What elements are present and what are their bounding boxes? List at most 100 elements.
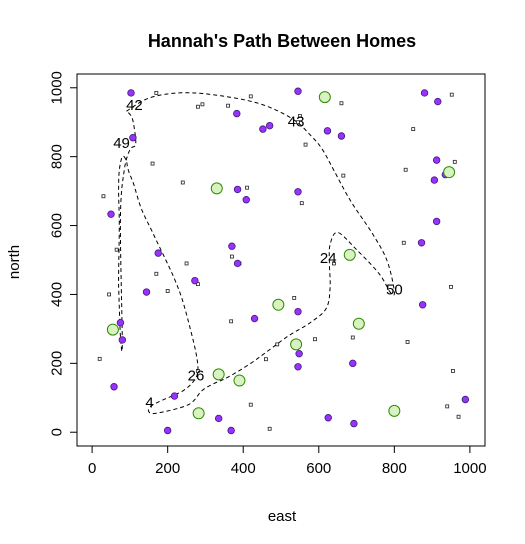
y-tick-label: 0: [49, 428, 66, 436]
x-tick-label: 800: [382, 460, 407, 477]
green-house-point: [443, 166, 456, 179]
purple-house-point: [295, 349, 303, 358]
small-house-point: [297, 114, 302, 118]
small-house-point: [226, 103, 231, 108]
small-house-markers: [97, 91, 461, 431]
y-axis-label: north: [6, 245, 23, 279]
green-house-point: [352, 317, 365, 330]
purple-house-point: [233, 259, 242, 268]
x-axis-label: east: [268, 508, 297, 525]
small-house-point: [165, 289, 170, 293]
path-layer: [118, 92, 395, 415]
purple-house-point: [242, 196, 250, 204]
purple-house-markers: [107, 87, 470, 435]
small-house-point: [341, 173, 346, 178]
small-house-point: [445, 404, 450, 409]
green-house-point: [192, 407, 205, 420]
small-house-point: [154, 91, 159, 95]
small-house-point: [154, 271, 159, 276]
purple-house-point: [294, 188, 302, 196]
small-house-point: [350, 335, 355, 340]
green-house-point: [272, 298, 285, 311]
small-house-point: [114, 247, 119, 252]
purple-house-point: [233, 109, 241, 118]
path-node-label: 4: [145, 394, 153, 411]
small-house-point: [248, 402, 253, 407]
small-house-point: [449, 92, 454, 97]
purple-house-point: [110, 383, 118, 391]
small-house-point: [229, 319, 234, 324]
y-tick-label: 200: [49, 351, 66, 376]
purple-house-point: [337, 132, 346, 140]
x-tick-label: 600: [306, 460, 331, 477]
small-house-point: [299, 201, 304, 206]
small-house-point: [456, 414, 461, 419]
purple-house-point: [170, 392, 179, 400]
path-node-label: 43: [288, 114, 305, 131]
small-house-point: [184, 261, 189, 266]
purple-house-point: [142, 288, 151, 296]
path-node-label: 26: [188, 368, 205, 385]
small-house-point: [200, 102, 205, 107]
purple-house-point: [265, 121, 274, 130]
purple-house-point: [434, 97, 442, 106]
green-house-point: [233, 374, 246, 387]
small-house-point: [107, 292, 112, 297]
small-house-point: [263, 357, 268, 362]
x-tick-label: 0: [88, 460, 96, 477]
purple-house-point: [191, 276, 199, 285]
small-house-point: [452, 159, 457, 164]
green-house-markers: [106, 91, 456, 420]
purple-house-point: [349, 359, 357, 368]
node-labels: 42 43 49 24 50 26 4: [113, 97, 402, 411]
y-tick-label: 600: [49, 213, 66, 238]
x-axis: 0 200 400 600 800 1000: [88, 446, 487, 477]
plot-frame: [76, 73, 486, 447]
green-house-point: [212, 368, 225, 381]
small-house-point: [97, 356, 102, 361]
small-house-point: [245, 185, 249, 190]
purple-house-point: [127, 89, 135, 97]
purple-house-point: [116, 318, 125, 327]
path-node-label: 49: [113, 135, 130, 152]
path-node-label: 42: [126, 97, 143, 114]
purple-house-point: [418, 301, 427, 309]
small-house-point: [303, 142, 308, 147]
small-house-point: [313, 337, 317, 342]
green-house-point: [388, 404, 401, 417]
purple-house-point: [430, 176, 439, 184]
green-house-point: [210, 182, 223, 195]
purple-house-point: [227, 426, 235, 435]
small-house-point: [267, 426, 272, 431]
small-house-point: [450, 369, 455, 373]
x-tick-label: 400: [231, 460, 256, 477]
purple-house-point: [417, 239, 426, 247]
green-house-point: [106, 323, 119, 336]
purple-house-point: [107, 210, 115, 218]
small-house-point: [405, 340, 410, 344]
purple-house-point: [350, 419, 358, 428]
purple-house-point: [432, 217, 441, 226]
small-house-point: [180, 180, 185, 185]
y-tick-label: 400: [49, 282, 66, 307]
y-axis: 0 200 400 600 800 1000: [49, 71, 77, 436]
small-house-point: [401, 240, 406, 245]
purple-house-point: [154, 249, 162, 257]
purple-house-point: [323, 127, 332, 135]
small-house-point: [275, 342, 280, 347]
purple-house-point: [129, 134, 137, 142]
small-house-point: [248, 94, 253, 99]
purple-house-point: [233, 185, 242, 194]
purple-house-point: [324, 414, 332, 422]
purple-house-point: [461, 395, 470, 404]
small-house-point: [195, 104, 200, 109]
green-house-point: [290, 338, 303, 351]
small-house-point: [150, 161, 155, 166]
small-house-point: [292, 295, 297, 300]
chart-title: Hannah's Path Between Homes: [148, 31, 416, 51]
purple-house-point: [250, 314, 259, 323]
small-house-point: [229, 254, 234, 259]
small-house-point: [101, 194, 106, 199]
purple-house-point: [420, 89, 429, 97]
x-tick-label: 1000: [453, 460, 486, 477]
